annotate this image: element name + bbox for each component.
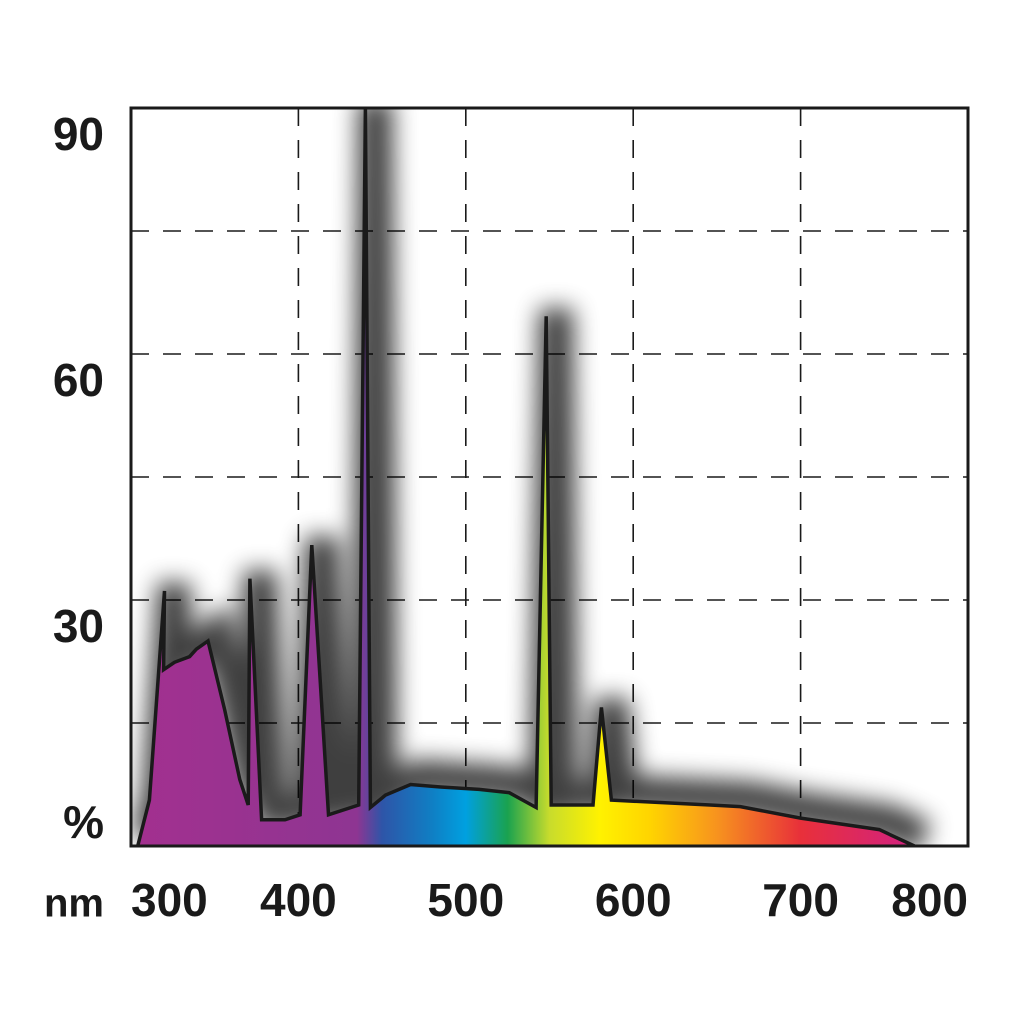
x-tick-label: 800 xyxy=(891,874,968,926)
x-tick-label: 300 xyxy=(131,874,208,926)
y-tick-label: 60 xyxy=(53,354,104,406)
plot-area xyxy=(136,108,916,846)
x-axis-label: nm xyxy=(44,882,104,926)
area-fill xyxy=(137,108,915,846)
area-outline xyxy=(136,108,916,846)
x-tick-label: 700 xyxy=(762,874,839,926)
x-tick-label: 600 xyxy=(595,874,672,926)
plot-frame xyxy=(129,106,970,848)
x-tick-label: 500 xyxy=(427,874,504,926)
y-tick-label: 90 xyxy=(53,108,104,160)
labels: 30 60 90% 300 400 500 600 700 800 nm xyxy=(44,108,968,926)
y-axis-label: % xyxy=(63,796,104,848)
y-tick-label: 30 xyxy=(53,600,104,652)
x-tick-label: 400 xyxy=(260,874,337,926)
